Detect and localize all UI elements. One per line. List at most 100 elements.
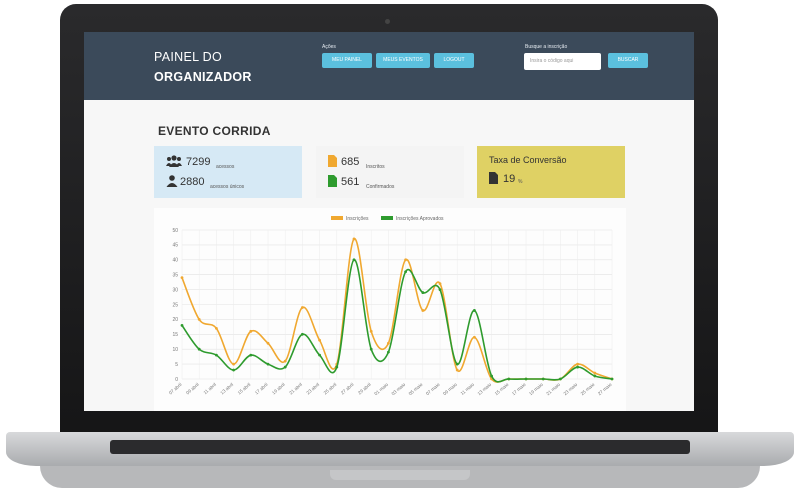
data-point bbox=[438, 288, 442, 291]
inscritos-label: Inscritos bbox=[366, 164, 385, 170]
data-point bbox=[421, 291, 425, 294]
meu-painel-button[interactable]: MEU PAINEL bbox=[322, 53, 372, 68]
logout-button[interactable]: LOGOUT bbox=[434, 53, 474, 68]
x-tick-label: 13 abril bbox=[219, 382, 234, 396]
data-point bbox=[369, 347, 373, 351]
data-point bbox=[232, 362, 235, 366]
data-point bbox=[404, 270, 407, 274]
data-point bbox=[490, 374, 493, 378]
y-tick-label: 40 bbox=[172, 258, 178, 264]
data-point bbox=[455, 362, 459, 366]
file-icon-green bbox=[328, 175, 337, 187]
x-tick-label: 21 abril bbox=[288, 382, 303, 396]
unicos-label: acessos únicos bbox=[210, 184, 245, 190]
legend-swatch bbox=[381, 216, 393, 220]
data-point bbox=[266, 362, 270, 366]
inscritos-value: 685 bbox=[341, 156, 360, 168]
x-tick-label: 29 abril bbox=[357, 382, 372, 396]
x-tick-label: 23 abril bbox=[305, 382, 320, 396]
x-tick-label: 09 maio bbox=[442, 382, 458, 397]
search-button[interactable]: BUSCAR bbox=[608, 53, 648, 68]
data-point bbox=[180, 323, 184, 327]
file-icon-orange bbox=[328, 155, 337, 167]
data-point bbox=[576, 362, 579, 366]
brand-line2: ORGANIZADOR bbox=[154, 70, 252, 84]
actions-label: Ações bbox=[322, 44, 336, 50]
x-tick-label: 07 abril bbox=[168, 382, 183, 396]
x-tick-label: 11 maio bbox=[460, 382, 476, 396]
data-point bbox=[266, 341, 270, 345]
x-tick-label: 11 abril bbox=[203, 382, 218, 395]
y-tick-label: 25 bbox=[172, 302, 178, 308]
search-input[interactable]: Insira o código aqui bbox=[524, 53, 601, 70]
data-point bbox=[404, 258, 407, 262]
access-card: 7299 acessos 2880 acessos únicos bbox=[154, 146, 302, 198]
y-tick-label: 30 bbox=[172, 287, 178, 293]
brand-line1: PAINEL DO bbox=[154, 50, 222, 64]
inscricoes-line-chart: 0 5 10 15 20 25 30 35 40 45 50 07 abril 09 abril 11 a… bbox=[168, 216, 614, 397]
y-tick-label: 10 bbox=[172, 347, 178, 353]
data-point bbox=[318, 338, 321, 342]
x-tick-label: 17 maio bbox=[511, 382, 527, 397]
x-tick-label: 07 maio bbox=[425, 382, 441, 397]
x-tick-label: 17 abril bbox=[254, 382, 269, 396]
data-point bbox=[455, 368, 459, 372]
confirmados-value: 561 bbox=[341, 176, 360, 188]
file-icon bbox=[489, 172, 498, 184]
data-point bbox=[593, 374, 597, 378]
conversao-card: Taxa de Conversão 19 % bbox=[477, 146, 625, 198]
acessos-value: 7299 bbox=[186, 156, 211, 168]
data-point bbox=[335, 365, 339, 369]
data-point bbox=[352, 237, 356, 241]
data-point bbox=[301, 306, 304, 309]
screen: PAINEL DO ORGANIZADOR Ações MEU PAINEL M… bbox=[84, 32, 694, 411]
series-line bbox=[181, 258, 613, 383]
meus-eventos-button[interactable]: MEUS EVENTOS bbox=[376, 53, 430, 68]
y-tick-label: 20 bbox=[172, 317, 178, 323]
data-point bbox=[180, 276, 184, 280]
data-point bbox=[524, 377, 528, 381]
search-label: Busque a inscrição bbox=[525, 44, 568, 50]
data-point bbox=[283, 359, 287, 363]
y-tick-label: 0 bbox=[175, 377, 178, 383]
x-tick-label: 27 abril bbox=[340, 382, 355, 396]
x-tick-label: 09 abril bbox=[185, 382, 200, 396]
x-tick-label: 15 abril bbox=[237, 382, 252, 396]
data-point bbox=[249, 353, 253, 357]
laptop-keyboard-edge bbox=[110, 440, 690, 454]
x-tick-label: 01 maio bbox=[373, 382, 389, 397]
x-tick-label: 19 abril bbox=[271, 382, 286, 396]
y-tick-label: 15 bbox=[172, 332, 178, 338]
data-point bbox=[610, 377, 614, 381]
conversao-unit: % bbox=[518, 179, 523, 185]
data-point bbox=[541, 377, 545, 381]
x-tick-label: 25 maio bbox=[580, 382, 596, 397]
data-point bbox=[318, 353, 321, 357]
y-tick-label: 35 bbox=[172, 273, 178, 279]
inscricoes-card: 685 Inscritos 561 Confirmados bbox=[316, 146, 464, 198]
x-tick-label: 15 maio bbox=[494, 382, 510, 397]
legend-label: Inscrições bbox=[346, 216, 369, 222]
event-title: EVENTO CORRIDA bbox=[158, 124, 271, 138]
data-point bbox=[197, 318, 201, 321]
data-point bbox=[215, 353, 218, 357]
x-tick-label: 23 maio bbox=[563, 382, 579, 397]
data-point bbox=[301, 332, 304, 336]
data-point bbox=[283, 365, 287, 369]
data-point bbox=[369, 329, 373, 333]
acessos-label: acessos bbox=[216, 164, 235, 170]
x-tick-label: 03 maio bbox=[391, 382, 407, 397]
x-tick-label: 13 maio bbox=[477, 382, 493, 397]
data-point bbox=[249, 329, 253, 333]
confirmados-label: Confirmados bbox=[366, 184, 395, 190]
legend-swatch bbox=[331, 216, 343, 220]
chart-panel: 0 5 10 15 20 25 30 35 40 45 50 07 abril 09 abril 11 a… bbox=[154, 208, 626, 411]
y-tick-label: 45 bbox=[172, 243, 178, 249]
y-tick-label: 50 bbox=[172, 228, 178, 234]
data-point bbox=[576, 365, 579, 369]
data-point bbox=[387, 341, 390, 345]
data-point bbox=[559, 377, 562, 381]
data-point bbox=[593, 371, 597, 375]
users-icon bbox=[166, 155, 182, 167]
data-point bbox=[473, 309, 476, 312]
